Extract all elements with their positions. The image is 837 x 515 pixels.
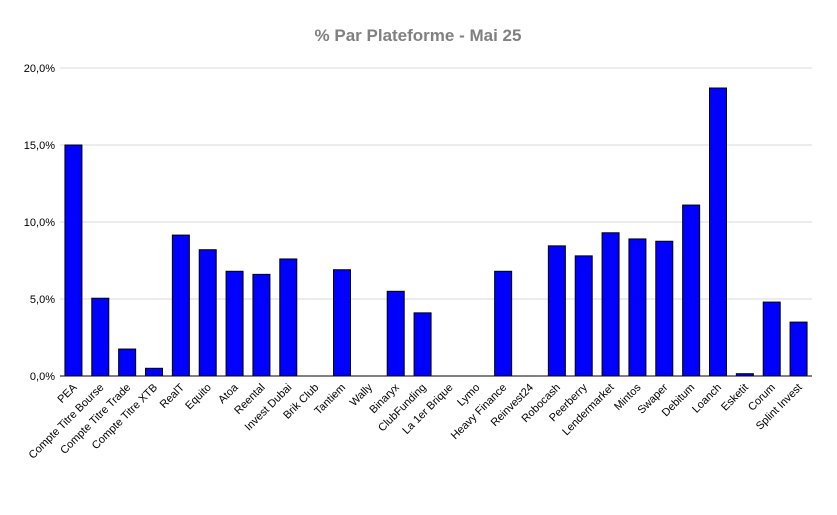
y-axis-tick-labels: 0,0% 5,0% 10,0% 15,0% 20,0% [24,63,55,383]
bar [547,245,566,377]
bar [333,269,351,377]
bar [494,270,513,377]
bars [64,87,808,377]
bar [762,301,781,377]
x-tick-label: Esketit [719,382,751,414]
y-tick-label: 0,0% [30,371,55,383]
bar [601,232,620,377]
x-tick-label: Equito [183,382,214,413]
y-tick-label: 5,0% [30,294,55,306]
bar [225,270,244,377]
bar [279,258,298,377]
bar [789,321,808,377]
bar [709,87,727,377]
bar [682,204,701,377]
x-tick-label: RealT [158,381,187,410]
bar [91,297,110,377]
y-tick-label: 20,0% [24,63,55,75]
bar [574,255,593,377]
bar [413,312,432,377]
y-tick-label: 15,0% [24,140,55,152]
x-tick-label: Loanch [690,382,724,416]
bar [252,273,271,377]
bar [171,234,190,377]
bar [386,290,405,377]
bar [198,249,217,377]
bar [655,240,674,377]
bar [628,238,647,377]
y-tick-label: 10,0% [24,217,55,229]
bar [64,144,83,377]
chart-title: % Par Plateforme - Mai 25 [315,26,522,45]
bar [145,367,163,377]
bar [118,348,137,377]
